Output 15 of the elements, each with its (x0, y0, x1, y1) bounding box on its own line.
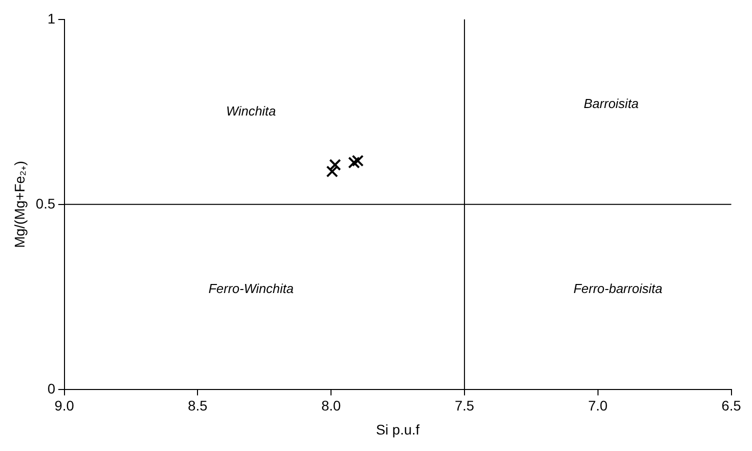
annotation: Ferro-barroisita (573, 281, 662, 296)
y-axis-title: Mg/(Mg+Fe₂₊) (11, 160, 28, 248)
x-tick-label: 8.0 (321, 398, 342, 414)
y-tick-label: 0.5 (36, 195, 56, 212)
annotation: Barroisita (584, 96, 639, 112)
x-tick-label: 6.5 (722, 398, 742, 414)
x-tick-label: 7.5 (454, 398, 474, 414)
x-tick-label: 8.5 (188, 398, 208, 414)
y-tick-label: 1 (47, 10, 56, 26)
y-tick-label: 0 (47, 380, 56, 396)
annotation: Ferro-Winchita (208, 281, 294, 296)
x-axis-title: Si p.u.f (376, 421, 420, 438)
annotation: Winchita (226, 104, 276, 119)
x-tick-label: 7.0 (588, 398, 608, 414)
x-tick-label: 9.0 (54, 398, 74, 414)
